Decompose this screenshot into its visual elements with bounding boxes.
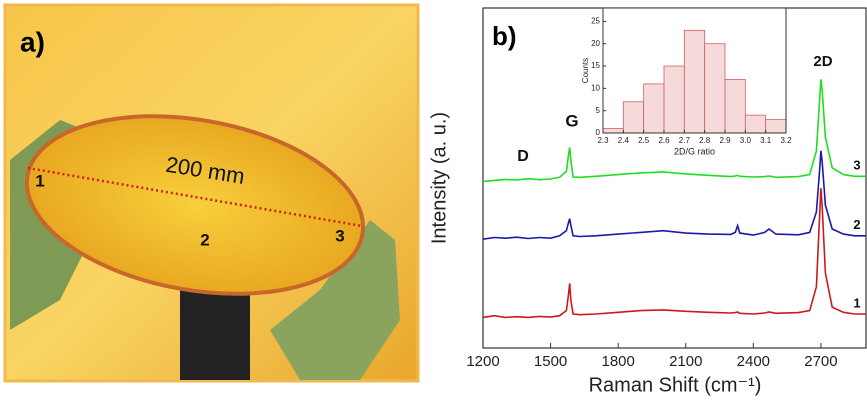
histogram-bar (766, 120, 786, 133)
x-tick-label: 2.7 (679, 136, 691, 145)
x-tick-label: 1200 (466, 353, 499, 370)
histogram-bar (623, 102, 643, 133)
x-tick-label: 3.2 (780, 136, 792, 145)
y-tick-label: 20 (591, 39, 600, 48)
x-tick-label: 2.4 (618, 136, 630, 145)
y-tick-label: 25 (591, 17, 600, 26)
x-tick-label: 3.1 (760, 136, 772, 145)
histogram-bar (664, 66, 684, 133)
histogram-bar (684, 30, 704, 133)
histogram-bar (644, 84, 664, 133)
x-tick-label: 2400 (737, 353, 770, 370)
histogram-bar (745, 115, 765, 133)
photo: a) 200 mm 1 2 3 (5, 5, 418, 381)
y-tick-label: 10 (591, 83, 600, 92)
x-tick-label: 2.5 (638, 136, 650, 145)
y-tick-label: 5 (596, 106, 601, 115)
panel-label: b) (492, 21, 517, 51)
x-axis-label: 2D/G ratio (674, 146, 715, 156)
spectrum-line (483, 151, 866, 239)
panel-label: a) (20, 26, 45, 57)
peak-label: G (565, 111, 578, 130)
x-tick-label: 2100 (669, 353, 702, 370)
x-tick-label: 3.0 (740, 136, 752, 145)
point-label: 3 (335, 226, 344, 245)
y-tick-label: 15 (591, 61, 600, 70)
sleeve (180, 290, 250, 380)
series-label: 3 (853, 158, 860, 173)
x-tick-label: 2.9 (719, 136, 731, 145)
x-tick-label: 2.8 (699, 136, 711, 145)
y-tick-label: 0 (596, 128, 601, 137)
histogram-bar (603, 129, 623, 133)
peak-label: D (517, 148, 529, 165)
x-tick-label: 2700 (804, 353, 837, 370)
x-tick-label: 2.6 (658, 136, 670, 145)
x-tick-label: 1500 (534, 353, 567, 370)
y-axis-label: Counts (581, 58, 590, 83)
x-tick-label: 2.3 (597, 136, 609, 145)
y-axis-label: Intensity (a. u.) (428, 112, 450, 244)
x-axis-label: Raman Shift (cm⁻¹) (589, 374, 762, 396)
spectrum-line (483, 188, 866, 317)
histogram-bar (705, 44, 725, 133)
histogram-bar (725, 79, 745, 133)
peak-label: 2D (813, 53, 832, 70)
figure: a) 200 mm 1 2 3 120015001800210024002700… (0, 0, 867, 400)
series-label: 1 (853, 295, 860, 310)
x-tick-label: 1800 (601, 353, 634, 370)
series-label: 2 (853, 217, 860, 232)
point-label: 1 (35, 171, 44, 190)
point-label: 2 (200, 230, 209, 249)
